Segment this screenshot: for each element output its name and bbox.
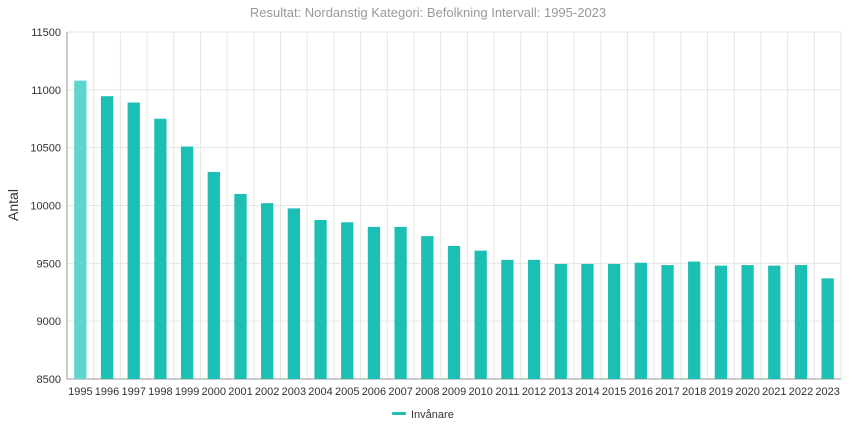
y-tick-label: 10000: [30, 201, 61, 213]
bar-2020[interactable]: [741, 265, 754, 379]
bar-2005[interactable]: [341, 222, 354, 379]
x-tick-label: 2015: [602, 386, 626, 398]
bar-2022[interactable]: [794, 265, 808, 379]
bar-1995[interactable]: [74, 80, 87, 379]
bar-2010[interactable]: [474, 250, 487, 379]
bar-2006[interactable]: [367, 226, 381, 379]
bar-2023[interactable]: [821, 278, 834, 379]
chart-title: Resultat: Nordanstig Kategori: Befolknin…: [250, 5, 606, 20]
bar-2017[interactable]: [661, 265, 674, 379]
x-tick-label: 1998: [148, 386, 172, 398]
y-tick-label: 11000: [31, 85, 61, 97]
bar-1999[interactable]: [180, 146, 194, 379]
x-tick-label: 2001: [228, 386, 252, 398]
x-tick-label: 2016: [629, 386, 653, 398]
x-axis-ticks: 1995 1996 1997 1998 1999 2000 2001 2002 2003 2004…: [68, 386, 840, 398]
y-axis-label: Antal: [5, 189, 21, 221]
legend-swatch[interactable]: [392, 412, 406, 415]
x-tick-label: 2014: [575, 386, 599, 398]
bar-2016[interactable]: [634, 262, 647, 379]
x-tick-label: 2002: [255, 386, 279, 398]
bar-1996[interactable]: [100, 96, 114, 379]
x-tick-label: 2013: [549, 386, 573, 398]
bar-2007[interactable]: [394, 226, 407, 379]
x-tick-label: 1996: [95, 386, 119, 398]
bar-2001[interactable]: [234, 193, 247, 379]
bar-2002[interactable]: [261, 203, 274, 379]
y-tick-label: 9000: [37, 316, 61, 328]
y-tick-label: 9500: [37, 258, 61, 270]
x-tick-label: 2003: [282, 386, 306, 398]
bar-2019[interactable]: [714, 265, 728, 379]
x-tick-label: 2019: [709, 386, 733, 398]
bar-2018[interactable]: [688, 261, 701, 379]
bar-1997[interactable]: [127, 102, 140, 379]
bar-1998[interactable]: [154, 118, 167, 379]
x-tick-label: 2005: [335, 386, 359, 398]
x-tick-label: 2018: [682, 386, 706, 398]
x-tick-label: 2020: [735, 386, 759, 398]
bar-2012[interactable]: [527, 259, 541, 379]
legend[interactable]: Invånare: [392, 409, 454, 421]
x-tick-label: 1995: [68, 386, 92, 398]
bar-2003[interactable]: [287, 208, 301, 379]
bar-2000[interactable]: [207, 171, 220, 379]
x-tick-label: 2023: [815, 386, 839, 398]
bar-2014[interactable]: [581, 263, 594, 379]
bar-2008[interactable]: [421, 236, 434, 379]
y-tick-label: 11500: [31, 27, 61, 39]
x-tick-label: 2008: [415, 386, 439, 398]
bar-2011[interactable]: [501, 259, 514, 379]
x-tick-label: 2007: [388, 386, 412, 398]
x-tick-label: 1999: [175, 386, 199, 398]
x-tick-label: 2011: [496, 386, 520, 398]
bar-2013[interactable]: [554, 263, 567, 379]
bar-2004[interactable]: [314, 219, 327, 379]
x-tick-label: 2000: [202, 386, 226, 398]
bar-2021[interactable]: [768, 265, 781, 379]
legend-label-invanare[interactable]: Invånare: [411, 409, 454, 421]
y-tick-label: 8500: [37, 374, 61, 386]
x-tick-label: 2006: [362, 386, 386, 398]
bar-2015[interactable]: [607, 263, 621, 379]
bar-2009[interactable]: [447, 245, 461, 379]
y-tick-label: 10500: [30, 143, 61, 155]
x-tick-label: 2017: [655, 386, 679, 398]
x-tick-label: 2010: [468, 386, 492, 398]
bars-group: [74, 80, 834, 379]
x-tick-label: 1997: [121, 386, 145, 398]
x-tick-label: 2004: [308, 386, 332, 398]
x-tick-label: 2022: [789, 386, 813, 398]
y-axis-ticks: 8500 9000 9500 10000 10500 11000 11500: [30, 27, 61, 386]
x-tick-label: 2009: [442, 386, 466, 398]
x-tick-label: 2012: [522, 386, 546, 398]
x-tick-label: 2021: [762, 386, 786, 398]
